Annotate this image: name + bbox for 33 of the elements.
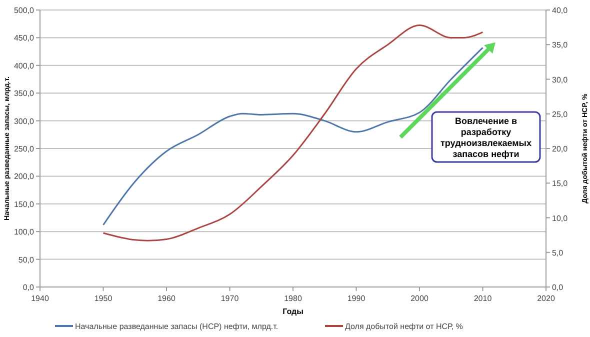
y-tick-label: 150,0 <box>14 200 35 209</box>
y-tick-label: 100,0 <box>14 228 35 237</box>
y-tick-label: 350,0 <box>14 89 35 98</box>
x-tick-label: 1970 <box>220 294 240 303</box>
y2-tick-label: 25,0 <box>552 110 568 119</box>
y-tick-label: 450,0 <box>14 34 35 43</box>
y-tick-label: 250,0 <box>14 144 35 154</box>
y2-tick-label: 20,0 <box>552 144 568 154</box>
y-tick-label: 50,0 <box>18 255 35 264</box>
y-tick-label: 500,0 <box>14 6 35 15</box>
y-tick-label: 0,0 <box>22 283 35 292</box>
x-tick-label: 1990 <box>347 294 366 303</box>
y2-tick-label: 10,0 <box>552 214 568 223</box>
x-tick-label: 1940 <box>31 294 50 303</box>
y2-tick-label: 15,0 <box>552 179 568 188</box>
x-tick-label: 1980 <box>284 294 302 303</box>
y-tick-label: 400,0 <box>14 61 35 70</box>
annotation: Вовлечение в разработку трудноизвлекаемых запасов нефти <box>440 116 532 159</box>
y-tick-label: 200,0 <box>14 172 35 182</box>
x-tick-label: 1950 <box>94 294 113 303</box>
legend-label: Начальные разведанные запасы (НСР) нефти, млрд.т. <box>75 322 278 331</box>
y2-tick-label: 0,0 <box>552 283 564 292</box>
legend-label: Доля добытой нефти от НСР, % <box>345 322 463 331</box>
y2-tick-label: 35,0 <box>552 40 568 50</box>
x-axis-title: Годы <box>282 307 304 316</box>
x-tick-label: 2020 <box>537 294 556 303</box>
y-tick-label: 300,0 <box>14 116 35 126</box>
y2-tick-label: 5,0 <box>552 248 564 258</box>
x-tick-label: 2010 <box>474 294 492 303</box>
x-tick-label: 1960 <box>158 294 176 303</box>
x-tick-label: 2000 <box>410 294 429 303</box>
y2-tick-label: 30,0 <box>552 75 568 84</box>
y2-tick-label: 40,0 <box>552 6 568 15</box>
